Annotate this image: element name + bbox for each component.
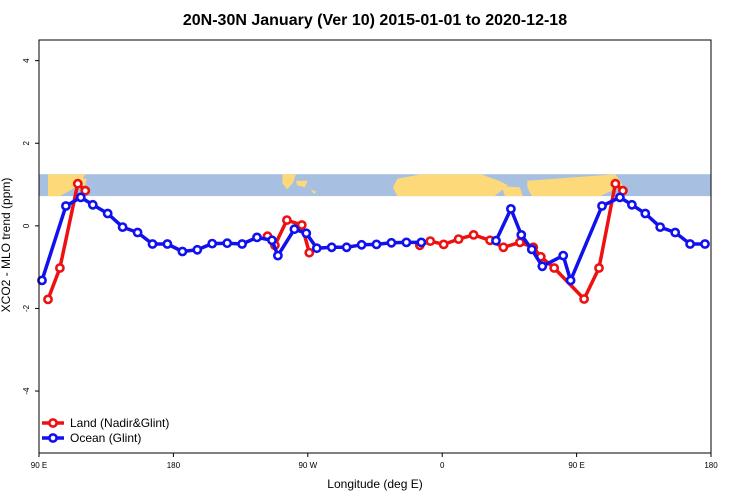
data-point bbox=[401, 237, 412, 248]
data-point bbox=[252, 232, 262, 243]
x-tick-label: 0 bbox=[440, 461, 445, 470]
data-point bbox=[341, 242, 352, 253]
legend-swatch-marker bbox=[48, 418, 58, 428]
data-point bbox=[468, 229, 479, 240]
y-tick-label: -4 bbox=[22, 387, 31, 395]
data-point bbox=[597, 201, 607, 211]
data-point bbox=[425, 236, 436, 246]
data-point bbox=[132, 227, 143, 238]
data-point bbox=[87, 199, 98, 210]
data-point bbox=[516, 229, 527, 240]
data-point bbox=[670, 227, 681, 238]
data-point bbox=[640, 208, 651, 219]
data-point bbox=[505, 203, 516, 214]
x-axis: 90 E 180 90 W 0 90 E 180 bbox=[31, 452, 718, 470]
data-point bbox=[147, 239, 158, 249]
series-line bbox=[40, 195, 422, 281]
x-tick-label: 180 bbox=[167, 461, 181, 470]
data-point bbox=[272, 250, 283, 261]
land-mass-6 bbox=[501, 186, 523, 197]
data-point bbox=[700, 239, 710, 249]
data-point bbox=[296, 220, 307, 230]
data-point bbox=[453, 234, 464, 244]
data-point bbox=[267, 235, 277, 246]
map-strip bbox=[39, 174, 711, 197]
y-tick-label: 4 bbox=[22, 58, 31, 63]
data-point bbox=[558, 250, 569, 261]
data-point bbox=[75, 192, 86, 203]
data-point bbox=[72, 178, 83, 189]
x-tick-label: 180 bbox=[704, 461, 718, 470]
y-tick-label: -2 bbox=[22, 304, 31, 312]
data-point bbox=[304, 247, 315, 258]
land-mass-2 bbox=[282, 174, 296, 190]
series-layer bbox=[37, 178, 710, 305]
series-line bbox=[46, 181, 87, 301]
x-tick-label: 90 E bbox=[31, 461, 47, 470]
data-point bbox=[371, 239, 382, 250]
data-point bbox=[289, 224, 300, 235]
data-point bbox=[491, 235, 501, 246]
chart-title: 20N-30N January (Ver 10) 2015-01-01 to 2… bbox=[183, 12, 567, 29]
data-point bbox=[356, 239, 367, 250]
x-tick-label: 90 E bbox=[568, 461, 584, 470]
data-point bbox=[386, 237, 397, 248]
data-point bbox=[281, 215, 292, 225]
data-point bbox=[579, 294, 589, 304]
data-point bbox=[80, 185, 91, 196]
data-point bbox=[565, 275, 576, 286]
y-tick-label: 0 bbox=[22, 223, 31, 228]
data-point bbox=[237, 239, 247, 249]
data-point bbox=[162, 239, 173, 249]
y-tick-label: 2 bbox=[22, 140, 31, 145]
data-point bbox=[102, 208, 113, 219]
data-point bbox=[301, 228, 312, 239]
legend-label: Land (Nadir&Glint) bbox=[70, 416, 169, 430]
data-point bbox=[549, 263, 560, 273]
land-mass-3 bbox=[295, 180, 308, 188]
data-point bbox=[192, 244, 203, 255]
data-point bbox=[416, 237, 427, 248]
data-point bbox=[627, 199, 637, 210]
data-point bbox=[177, 246, 188, 257]
data-point bbox=[438, 239, 449, 250]
land-mass-5 bbox=[392, 174, 508, 197]
land-mass-4 bbox=[310, 189, 317, 194]
legend-label: Ocean (Glint) bbox=[70, 431, 141, 445]
data-point bbox=[537, 261, 548, 272]
data-point bbox=[43, 294, 53, 305]
data-point bbox=[55, 263, 65, 273]
data-point bbox=[610, 178, 621, 189]
data-point bbox=[117, 222, 128, 232]
legend-swatch-marker bbox=[48, 433, 58, 443]
data-point bbox=[615, 192, 625, 203]
y-axis-label: XCO2 - MLO trend (ppm) bbox=[0, 178, 13, 313]
land-mass-7 bbox=[527, 174, 623, 197]
data-point bbox=[594, 263, 604, 273]
map-land-masses bbox=[48, 174, 623, 197]
data-point bbox=[515, 237, 525, 248]
series-land bbox=[43, 178, 628, 305]
x-axis-label: Longitude (deg E) bbox=[327, 477, 422, 491]
legend: Land (Nadir&Glint)Ocean (Glint) bbox=[42, 416, 169, 445]
data-point bbox=[685, 239, 695, 249]
data-point bbox=[222, 238, 233, 249]
data-point bbox=[61, 201, 71, 211]
data-point bbox=[326, 242, 337, 253]
data-point bbox=[655, 222, 666, 232]
y-axis: -4 -2 0 2 4 bbox=[22, 40, 40, 453]
data-point bbox=[526, 244, 537, 255]
x-tick-label: 90 W bbox=[298, 461, 317, 470]
data-point bbox=[311, 243, 322, 254]
data-point bbox=[207, 238, 218, 249]
data-point bbox=[37, 275, 47, 286]
data-point bbox=[498, 242, 509, 253]
series-ocean bbox=[37, 192, 710, 286]
